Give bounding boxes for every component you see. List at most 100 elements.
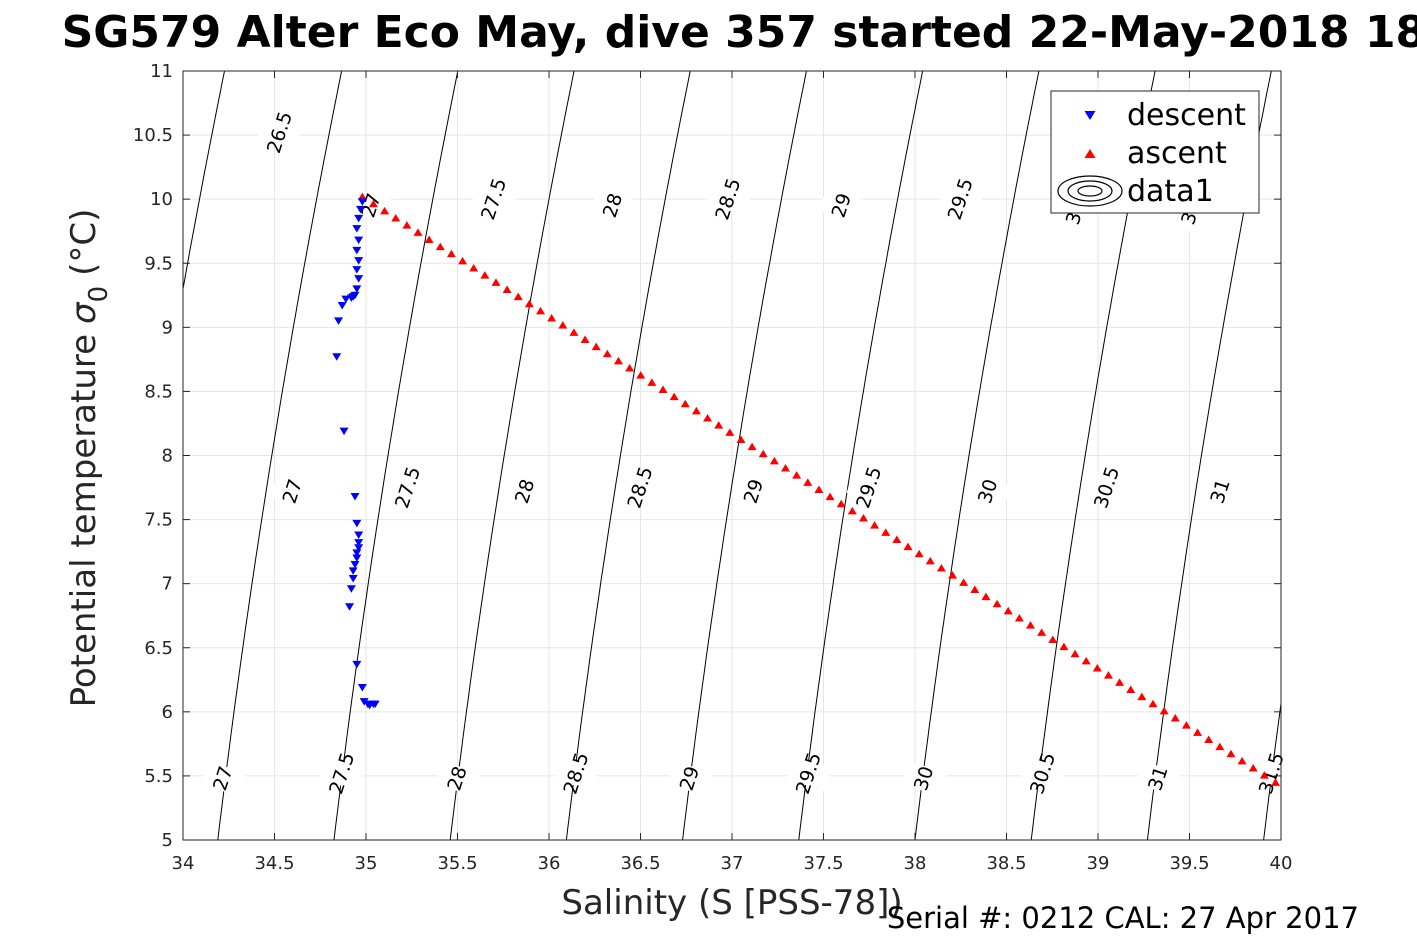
ascent-point — [491, 278, 501, 286]
ascent-point — [714, 421, 724, 429]
ascent-point — [792, 471, 802, 479]
x-tick-label: 34 — [172, 853, 195, 874]
contour-line-29 — [798, 71, 924, 840]
ascent-point — [480, 271, 490, 279]
ascent-point — [424, 235, 434, 243]
contour-line-28 — [565, 71, 691, 840]
contour-label-bg — [1197, 473, 1244, 509]
contour-label-bg — [901, 760, 947, 797]
ascent-point — [992, 599, 1002, 608]
x-tick-label: 36 — [538, 853, 561, 874]
ascent-point — [758, 449, 768, 458]
ascent-point — [1014, 614, 1024, 622]
x-tick-label: 37 — [721, 853, 744, 874]
contour-label-bg — [819, 187, 865, 224]
ascent-point — [591, 342, 601, 351]
y-tick-label: 9.5 — [144, 253, 173, 274]
descent-point — [352, 660, 362, 669]
contour-label-bg — [319, 755, 365, 791]
x-tick-label: 35 — [355, 853, 378, 874]
contour-label-bg — [434, 760, 481, 797]
ascent-point — [391, 214, 401, 222]
ascent-point — [970, 585, 980, 593]
ascent-point — [1048, 635, 1058, 643]
ascent-point — [736, 435, 746, 443]
contour-label-bg — [1249, 755, 1295, 791]
legend-data1-label: data1 — [1127, 174, 1214, 209]
ascent-point — [948, 571, 958, 579]
ascent-point — [781, 464, 791, 472]
contour-label-bg — [846, 469, 892, 506]
y-tick-label: 5.5 — [144, 766, 173, 787]
ascent-point — [847, 506, 857, 515]
y-tick-label: 6 — [162, 702, 173, 723]
descent-point — [354, 275, 364, 283]
ascent-point — [613, 356, 623, 365]
contour-label-bg — [667, 760, 713, 797]
descent-point — [346, 585, 356, 593]
ascent-point — [1259, 771, 1269, 779]
ascent-point — [1215, 742, 1225, 751]
serial-cal-footer: Serial #: 0212 CAL: 27 Apr 2017 — [887, 901, 1359, 935]
descent-point — [357, 198, 367, 206]
contour-label-bg — [1084, 469, 1130, 506]
descent-point — [348, 567, 358, 575]
y-tick-label: 9 — [162, 317, 173, 338]
ascent-point — [803, 478, 813, 486]
contour-label-bg — [617, 469, 664, 506]
descent-point — [337, 302, 347, 310]
ascent-point — [881, 528, 891, 536]
contour-line-27.5 — [449, 71, 575, 840]
contour-label-bg — [731, 473, 777, 509]
ascent-point — [502, 285, 512, 293]
axis-ticks: 34 34.5 35 35.5 36 36.5 37 37.5 38 38.5 39 39.5 40 5 5… — [133, 61, 1293, 874]
ascent-point — [636, 371, 646, 379]
ascent-point — [1271, 778, 1281, 786]
ascent-point — [413, 228, 423, 236]
x-axis-label: Salinity (S [PSS-78]) — [561, 883, 902, 923]
ascent-series — [357, 192, 1281, 786]
contour-label-bg — [553, 755, 600, 791]
descent-point — [354, 257, 364, 265]
y-axis-label-subscript: 0 — [84, 286, 114, 303]
ascent-point — [446, 249, 456, 258]
ascent-point — [368, 199, 378, 208]
ascent-point — [703, 414, 713, 422]
ascent-point — [1003, 606, 1013, 615]
ascent-point — [680, 399, 690, 408]
descent-point — [354, 544, 364, 552]
y-tick-label: 8 — [162, 446, 173, 467]
ascent-point — [1103, 671, 1113, 679]
descent-point — [354, 531, 364, 539]
ascent-point — [959, 578, 969, 586]
x-tick-label: 38 — [904, 853, 927, 874]
ascent-point — [1037, 628, 1047, 636]
contour-label-bg — [471, 181, 517, 217]
y-tick-label: 10.5 — [133, 125, 173, 146]
contour-label-bg — [200, 760, 246, 797]
ascent-point — [524, 299, 534, 308]
ascent-point — [1081, 656, 1091, 665]
descent-point — [334, 317, 344, 325]
descent-point — [370, 700, 380, 709]
ascent-point — [580, 335, 590, 343]
descent-point — [354, 214, 364, 223]
ascent-point — [925, 556, 935, 565]
descent-point — [341, 295, 351, 304]
contour-label-bg — [385, 469, 431, 506]
descent-point — [354, 236, 364, 245]
y-axis-label: Potential temperature σ0 (°C) — [64, 209, 114, 708]
descent-point — [357, 683, 367, 692]
ascent-point — [903, 542, 913, 551]
contour-line-28.5 — [682, 71, 807, 840]
ascent-point — [725, 428, 735, 436]
y-axis-label-unit: (°C) — [64, 209, 104, 276]
ascent-point — [357, 192, 367, 201]
ascent-point — [647, 378, 657, 386]
x-tick-label: 38.5 — [986, 853, 1026, 874]
ascent-point — [892, 535, 902, 543]
legend-descent-label: descent — [1127, 98, 1246, 133]
descent-series — [332, 198, 380, 710]
x-tick-label: 39 — [1087, 853, 1110, 874]
